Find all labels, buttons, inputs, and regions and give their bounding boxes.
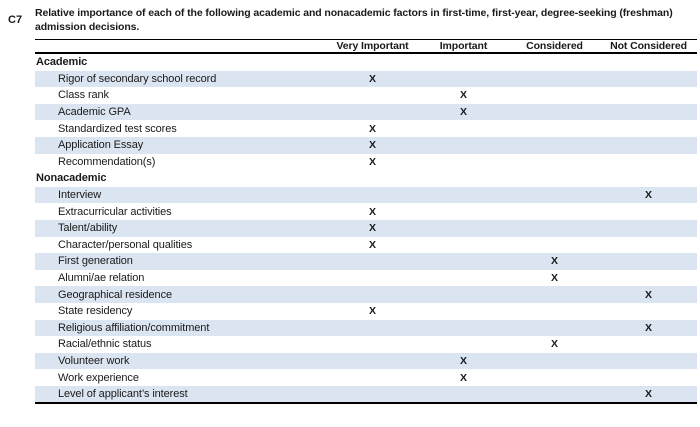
factor-row: State residency X [35, 303, 697, 320]
factor-label: Application Essay [58, 139, 144, 152]
section-header-academic: Academic [35, 54, 697, 71]
factor-label: Alumni/ae relation [58, 272, 145, 285]
importance-mark: X [369, 305, 376, 318]
section-header-nonacademic: Nonacademic [35, 170, 697, 187]
factor-row: Standardized test scores X [35, 120, 697, 137]
factor-label: Geographical residence [58, 288, 172, 301]
factor-label: Character/personal qualities [58, 238, 193, 251]
factor-label: Extracurricular activities [58, 205, 172, 218]
importance-mark: X [645, 321, 652, 334]
importance-mark: X [369, 139, 376, 152]
factor-row: Work experience X [35, 369, 697, 386]
question-title: Relative importance of each of the follo… [35, 7, 673, 33]
factor-row: Religious affiliation/commitment X [35, 319, 697, 337]
importance-mark: X [460, 354, 467, 367]
factor-row: Character/personal qualities X [35, 237, 697, 254]
factor-label: Academic GPA [58, 106, 131, 119]
importance-mark: X [369, 72, 376, 85]
importance-mark: X [369, 122, 376, 135]
factor-label: Work experience [58, 371, 139, 384]
factor-row: Talent/ability X [35, 219, 697, 237]
table-body: Academic Rigor of secondary school record… [35, 54, 697, 405]
column-header-important: Important [439, 40, 488, 52]
importance-mark: X [645, 189, 652, 202]
importance-mark: X [460, 371, 467, 384]
factor-label: First generation [58, 255, 133, 268]
factor-label: Interview [58, 189, 102, 202]
factor-row: Class rank X [35, 87, 697, 104]
table-header-row: Very Important Important Considered Not … [35, 40, 697, 54]
factor-row: Volunteer work X [35, 352, 697, 370]
factor-row: Interview X [35, 186, 697, 204]
factor-label: Level of applicant’s interest [58, 388, 188, 401]
question-block: C7 Relative importance of each of the fo… [0, 0, 700, 34]
factor-row: Alumni/ae relation X [35, 270, 697, 287]
factor-label: State residency [58, 305, 133, 318]
factors-table: Very Important Important Considered Not … [35, 39, 697, 405]
factor-label: Racial/ethnic status [58, 338, 152, 351]
importance-mark: X [369, 222, 376, 235]
factor-row: Extracurricular activities X [35, 203, 697, 220]
importance-mark: X [551, 272, 558, 285]
importance-mark: X [460, 106, 467, 119]
importance-mark: X [645, 388, 652, 401]
factor-label: Standardized test scores [58, 122, 177, 135]
factor-row: Geographical residence X [35, 286, 697, 303]
section-label: Nonacademic [36, 172, 107, 185]
column-header-very-important: Very Important [336, 40, 409, 52]
importance-mark: X [369, 205, 376, 218]
importance-mark: X [369, 155, 376, 168]
question-id: C7 [8, 14, 23, 26]
factor-row: Rigor of secondary school record X [35, 70, 697, 88]
factor-row: Racial/ethnic status X [35, 336, 697, 353]
importance-mark: X [369, 238, 376, 251]
factor-label: Rigor of secondary school record [58, 72, 217, 85]
factor-row: First generation X [35, 253, 697, 270]
factor-label: Recommendation(s) [58, 155, 156, 168]
importance-mark: X [460, 89, 467, 102]
factor-label: Volunteer work [58, 354, 130, 367]
factor-label: Class rank [58, 89, 109, 102]
factor-label: Talent/ability [58, 222, 118, 235]
section-label: Academic [36, 56, 88, 69]
importance-mark: X [551, 255, 558, 268]
factor-row: Recommendation(s) X [35, 154, 697, 171]
importance-mark: X [551, 338, 558, 351]
factor-row: Application Essay X [35, 136, 697, 154]
column-header-considered: Considered [526, 40, 583, 52]
importance-mark: X [645, 288, 652, 301]
factor-row: Level of applicant’s interest X [35, 385, 697, 403]
factor-label: Religious affiliation/commitment [58, 321, 210, 334]
factor-row: Academic GPA X [35, 103, 697, 121]
column-header-not-considered: Not Considered [610, 40, 687, 52]
